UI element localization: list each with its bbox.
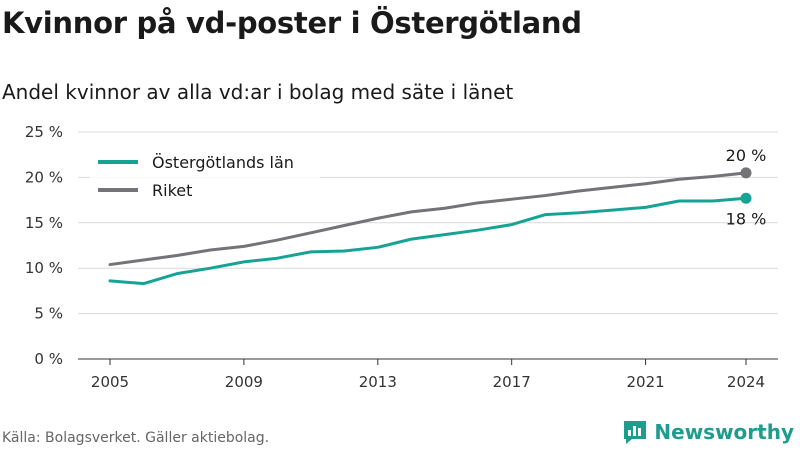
series-line-riket [108, 171, 748, 267]
x-tick-label: 2009 [225, 373, 263, 391]
chart-title: Kvinnor på vd-poster i Östergötland [2, 6, 582, 40]
chart-subtitle: Andel kvinnor av alla vd:ar i bolag med … [2, 80, 514, 104]
series-line-ostergotland [108, 196, 748, 286]
y-tick-label: 5 % [34, 305, 63, 323]
x-tick-label: 2017 [493, 373, 531, 391]
end-point-ostergotland [740, 192, 752, 204]
y-tick-label: 20 % [25, 168, 63, 186]
legend-background [90, 148, 320, 208]
x-tick-label: 2021 [626, 373, 664, 391]
brand-logo: Newsworthy [622, 419, 794, 445]
x-tick-label: 2005 [91, 373, 129, 391]
y-tick-label: 25 % [25, 123, 63, 141]
y-tick-label: 10 % [25, 259, 63, 277]
y-tick-label: 15 % [25, 214, 63, 232]
brand-name: Newsworthy [654, 420, 794, 444]
x-tick-label: 2013 [359, 373, 397, 391]
y-tick-label: 0 % [34, 350, 63, 368]
end-label-ostergotland: 18 % [726, 209, 767, 228]
end-point-riket [740, 167, 752, 179]
source-note: Källa: Bolagsverket. Gäller aktiebolag. [2, 430, 270, 446]
newsworthy-logo-icon [624, 421, 647, 444]
legend-label: Riket [152, 181, 192, 200]
end-label-riket: 20 % [726, 146, 767, 165]
legend-label: Östergötlands län [152, 153, 294, 172]
x-tick-label: 2024 [727, 373, 765, 391]
